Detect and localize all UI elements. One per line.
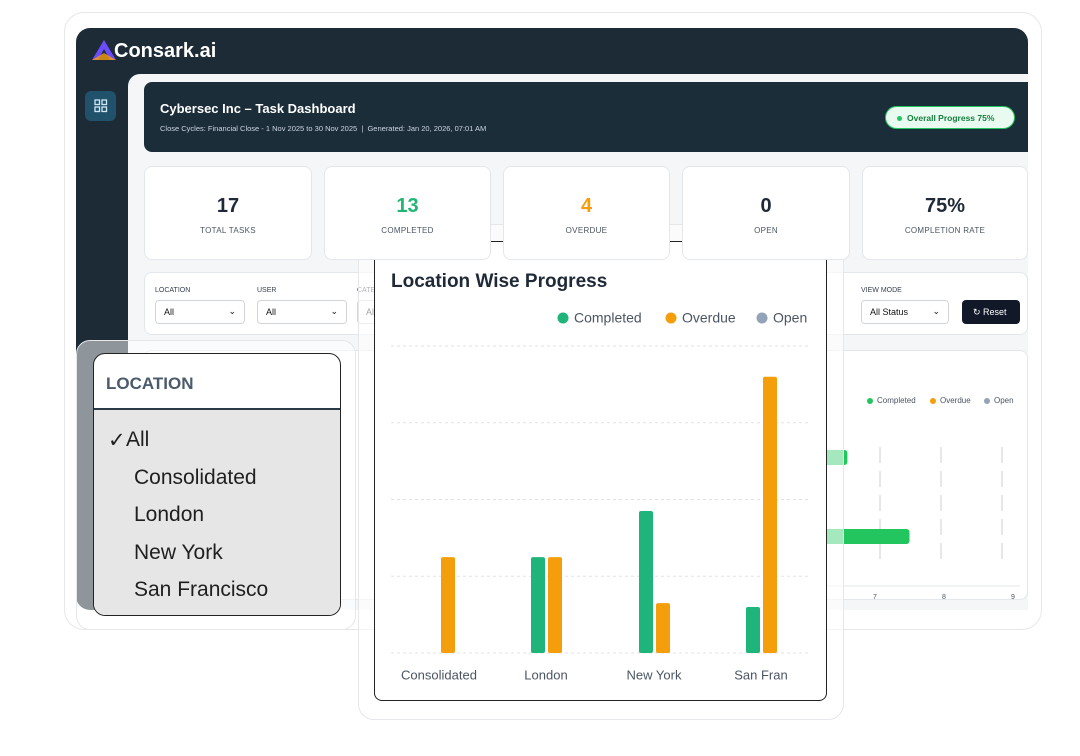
bar	[639, 511, 653, 653]
x-tick-label: 9	[1011, 594, 1015, 601]
logo-icon	[92, 40, 116, 60]
chevron: ⌄	[932, 306, 940, 316]
stat-value: 0	[760, 195, 772, 217]
header-title: Cybersec Inc – Task Dashboard	[160, 101, 356, 116]
dropdown-option[interactable]: New York	[134, 540, 223, 564]
stat-card: 13 COMPLETED	[324, 166, 491, 260]
x-tick-label: 8	[942, 594, 946, 601]
location-dropdown: LOCATION All ✓ Consolidated London New York S…	[93, 353, 341, 616]
legend-dot	[557, 312, 569, 324]
stat-value: 75%	[924, 195, 966, 217]
select-value: All	[164, 307, 175, 317]
x-tick-label: Consolidated	[401, 667, 477, 682]
badge-text: Overall Progress 75%	[907, 113, 995, 123]
dropdown-option[interactable]: All	[126, 428, 150, 451]
filter-label: LOCATION	[155, 287, 191, 294]
logo: Consark.ai	[114, 40, 217, 62]
filter-label: VIEW MODE	[861, 287, 902, 294]
chart-title: Location Wise Progress	[391, 271, 607, 292]
bar	[763, 376, 777, 653]
stat-label: COMPLETION RATE	[904, 226, 986, 235]
dropdown-option[interactable]: San Francisco	[134, 578, 269, 601]
stat-label: TOTAL TASKS	[200, 226, 256, 235]
stat-value: 17	[216, 195, 240, 217]
legend-label: Completed	[574, 310, 642, 326]
stat-value: 13	[396, 195, 419, 217]
filter-select[interactable]: All ⌄	[155, 300, 245, 324]
stat-card: 75% COMPLETION RATE	[862, 166, 1028, 260]
view-mode-select[interactable]: All Status ⌄	[861, 300, 949, 324]
chevron: ⌄	[228, 306, 236, 316]
dropdown-option[interactable]: Consolidated	[134, 465, 257, 489]
background-chart: Completed Overdue Open 7 8 9	[820, 396, 1020, 601]
legend-dot	[984, 398, 990, 404]
legend-label: Overdue	[682, 310, 736, 326]
stat-label: OVERDUE	[565, 226, 608, 235]
stat-card: 0 OPEN	[682, 166, 850, 260]
bar	[746, 606, 760, 653]
bar	[656, 603, 670, 653]
filter-label: USER	[257, 287, 277, 294]
stat-card: 4 OVERDUE	[503, 166, 670, 260]
dropdown-list: All ✓ Consolidated London New York San Franci…	[94, 408, 340, 615]
x-tick-label: 7	[873, 594, 877, 601]
stat-card: 17 TOTAL TASKS	[144, 166, 312, 260]
legend-dot	[665, 312, 677, 324]
chart: Location Wise Progress Completed Overdue O…	[374, 241, 827, 701]
stat-label: OPEN	[754, 226, 778, 235]
badge-dot	[897, 116, 902, 121]
nav-grid-icon[interactable]	[85, 91, 116, 121]
reset-text: Reset	[983, 307, 1007, 317]
header-subtitle: Close Cycles: Financial Close - 1 Nov 20…	[160, 124, 487, 133]
legend-dot	[756, 312, 768, 324]
bar	[531, 557, 545, 653]
dropdown-option[interactable]: London	[134, 503, 205, 526]
select-value: All Status	[870, 307, 909, 317]
bar	[548, 557, 562, 653]
dropdown-label: LOCATION	[106, 374, 194, 393]
header-card: Cybersec Inc – Task Dashboard Close Cycl…	[144, 82, 1028, 152]
progress-badge: Overall Progress 75%	[885, 106, 1015, 129]
legend-label: Completed	[877, 396, 916, 405]
legend-label: Open	[994, 396, 1014, 405]
check-mark: ✓	[108, 429, 126, 452]
x-tick-label: San Fran	[734, 667, 787, 682]
legend-label: Open	[773, 310, 807, 326]
stat-label: COMPLETED	[381, 226, 434, 235]
stat-value: 4	[580, 195, 593, 217]
legend-dot	[867, 398, 873, 404]
chevron: ⌄	[330, 306, 338, 316]
x-tick-label: London	[524, 667, 567, 682]
bar	[441, 557, 455, 653]
legend-label: Overdue	[940, 396, 971, 405]
filter-select[interactable]: All ⌄	[257, 300, 347, 324]
reset-button[interactable]: ↻ Reset	[962, 300, 1020, 324]
legend-dot	[930, 398, 936, 404]
select-value: All	[266, 307, 277, 317]
x-tick-label: New York	[627, 667, 682, 682]
